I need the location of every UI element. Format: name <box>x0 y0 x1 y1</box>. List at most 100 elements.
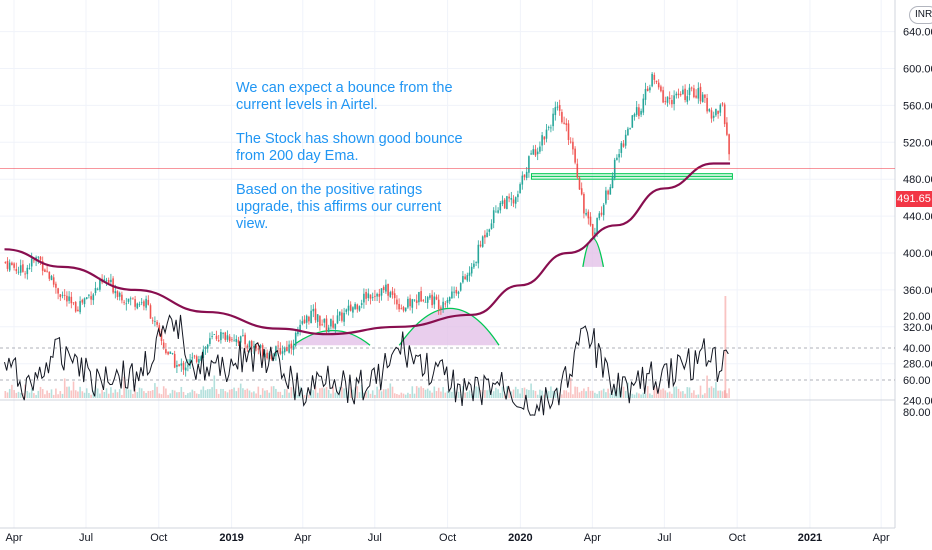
candle-body <box>17 271 20 273</box>
price-tick-label: 600.00 <box>903 64 932 76</box>
candle-body <box>426 297 429 303</box>
price-tick-label: 680.00 <box>903 0 932 2</box>
volume-bar <box>112 392 114 398</box>
candle-body <box>618 153 620 158</box>
volume-bar <box>651 394 653 398</box>
volume-bar <box>440 391 442 398</box>
volume-bar <box>710 386 713 398</box>
volume-bar <box>189 392 191 398</box>
volume-bar <box>464 392 466 398</box>
candle-body <box>602 204 605 216</box>
price-axis[interactable]: 240.00 280.00 320.00 360.00 400.00 440.00 480.… <box>903 0 932 408</box>
candle-body <box>180 363 183 366</box>
candle-body <box>347 305 350 311</box>
candle-body <box>327 327 330 333</box>
candle-body <box>57 288 59 294</box>
candle-body <box>77 309 79 312</box>
volume-bar <box>156 386 158 398</box>
currency-toggle[interactable]: INR <box>909 6 932 24</box>
candle-body <box>41 261 44 271</box>
candle-body <box>184 367 187 371</box>
candle-body <box>484 234 486 238</box>
volume-bar <box>646 386 649 398</box>
candle-body <box>125 303 128 305</box>
candle-body <box>704 94 706 98</box>
candle-body <box>679 93 682 96</box>
volume-bar <box>68 386 70 398</box>
volume-bar <box>688 387 691 398</box>
volume-bar <box>605 392 607 398</box>
candle-body <box>664 101 667 103</box>
volume-bar <box>99 393 101 398</box>
candle-body <box>297 331 299 335</box>
volume-bar <box>316 392 319 398</box>
volume-bar <box>580 390 583 398</box>
candle-body <box>422 300 425 302</box>
candle-body <box>528 156 530 173</box>
volume-bar <box>508 386 510 398</box>
volume-bar <box>677 388 680 398</box>
volume-bar <box>536 394 539 398</box>
candle-body <box>556 106 559 108</box>
candle-body <box>198 359 200 363</box>
candle-body <box>358 306 361 311</box>
volume-bar <box>107 393 110 398</box>
volume-bar <box>631 393 634 398</box>
candle-body <box>629 128 631 129</box>
volume-bar <box>114 389 117 398</box>
volume-bar <box>503 394 506 398</box>
volume-bar <box>668 391 671 398</box>
volume-bar <box>140 388 143 398</box>
candle-body <box>143 301 145 307</box>
volume-bar <box>673 387 675 398</box>
volume-bar <box>475 386 477 398</box>
candle-body <box>389 292 392 298</box>
candle-body <box>310 310 312 324</box>
candle-body <box>600 212 603 215</box>
candle-body <box>61 294 64 296</box>
volume-bar <box>360 384 363 398</box>
volume-bar <box>176 392 178 398</box>
volume-bar <box>195 393 198 398</box>
candle-body <box>332 320 334 328</box>
volume-bar <box>11 384 13 398</box>
volume-bar <box>611 393 614 398</box>
candle-body <box>303 319 306 324</box>
candle-body <box>695 95 697 98</box>
candle-body <box>415 300 418 303</box>
candle-body <box>675 93 678 96</box>
price-tick-label: 400.00 <box>903 248 932 260</box>
volume-bar <box>288 392 290 398</box>
rsi-axis[interactable]: 20.00 40.00 60.00 80.00 <box>903 311 931 419</box>
candle-body <box>127 298 130 302</box>
volume-bar <box>404 394 407 398</box>
volume-bar <box>726 393 728 398</box>
volume-bar <box>59 391 62 398</box>
time-axis[interactable]: Apr Jul Oct 2019 Apr Jul Oct 2020 Apr Jul Oct 2021 A… <box>5 532 890 544</box>
candle-body <box>378 293 381 297</box>
volume-bar <box>261 388 264 398</box>
volume-bar <box>173 390 176 398</box>
volume-bar <box>567 392 570 398</box>
candle-body <box>382 286 385 290</box>
candle-body <box>294 332 297 346</box>
candle-body <box>717 110 719 114</box>
volume-bar <box>118 389 121 398</box>
candle-body <box>209 338 211 344</box>
volume-bar <box>101 389 103 398</box>
volume-bar <box>358 392 361 398</box>
volume-bar <box>367 390 370 398</box>
volume-bar <box>484 390 486 398</box>
candle-body <box>200 356 202 361</box>
volume-bar <box>525 389 528 398</box>
volume-bar <box>70 390 73 398</box>
volume-bar <box>649 393 651 398</box>
candle-body <box>550 127 552 129</box>
volume-bar <box>314 386 317 398</box>
candle-body <box>547 127 550 128</box>
volume-bar <box>154 383 156 398</box>
candle-body <box>627 128 629 136</box>
volume-bar <box>165 388 167 398</box>
volume-bar <box>167 394 169 398</box>
